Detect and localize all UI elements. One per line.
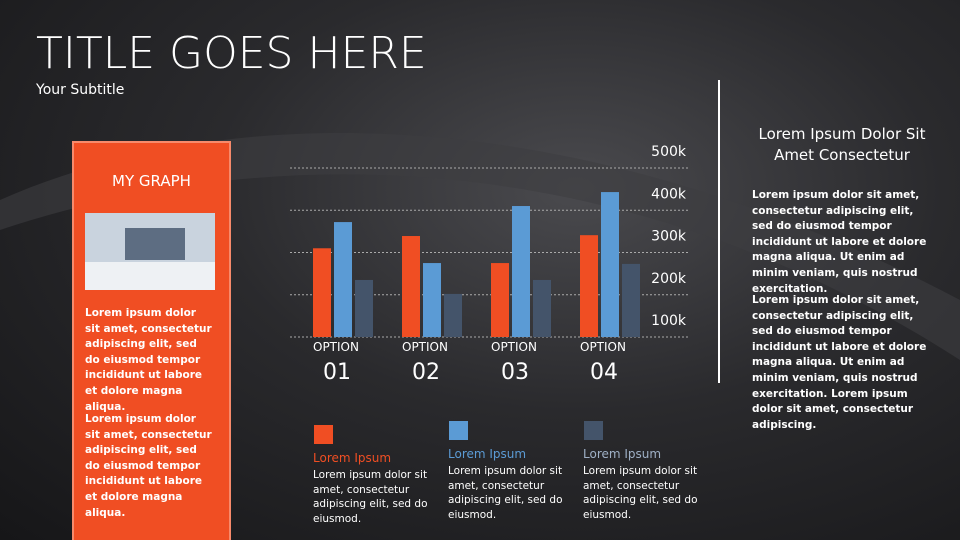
sidebar-heading: MY GRAPH [112,172,191,190]
x-tick-label: OPTION 02 [402,340,448,385]
y-tick-label: 300k [651,229,687,245]
legend-text: Lorem ipsum dolor sit amet, consectetur … [313,469,428,525]
legend-label: Lorem Ipsum [313,451,392,465]
subtitle: Your Subtitle [36,82,125,98]
panel-text: Lorem ipsum dolor sit amet, consectetur … [752,189,927,295]
y-tick-label: 100k [651,313,687,329]
photo-detail [125,228,185,260]
bar [512,206,530,337]
title: TITLE GOES HERE [36,28,427,79]
sidebar-text: Lorem ipsum dolor sit amet, consectetur … [85,307,212,413]
legend-text: Lorem ipsum dolor sit amet, consectetur … [448,465,563,521]
bar [402,236,420,337]
legend-text: Lorem ipsum dolor sit amet, consectetur … [583,465,698,521]
bar [491,263,509,337]
x-tick-label: OPTION 03 [491,340,537,385]
panel-heading: Lorem Ipsum Dolor Sit Amet Consectetur [758,125,926,164]
bar [334,222,352,337]
bar [601,192,619,337]
y-tick-label: 400k [651,186,687,202]
y-tick-label: 500k [651,144,687,160]
legend-swatch [584,421,603,440]
bar [313,248,331,337]
sidebar-text: Lorem ipsum dolor sit amet, consectetur … [85,413,212,519]
legend-label: Lorem Ipsum [448,447,527,461]
photo-detail [85,262,215,290]
bar [580,235,598,337]
bar [355,279,373,337]
bar [622,263,640,337]
y-tick-label: 200k [651,271,687,287]
x-tick-label: OPTION 04 [580,340,626,385]
swoosh [0,132,960,360]
bar [444,293,462,337]
bar [423,263,441,337]
bar [533,279,551,337]
x-tick-label: OPTION 01 [313,340,359,385]
panel-text: Lorem ipsum dolor sit amet, consectetur … [752,294,927,431]
sidebar-panel [72,141,231,540]
legend-label: Lorem Ipsum [583,447,662,461]
legend-swatch [314,425,333,444]
legend-swatch [449,421,468,440]
